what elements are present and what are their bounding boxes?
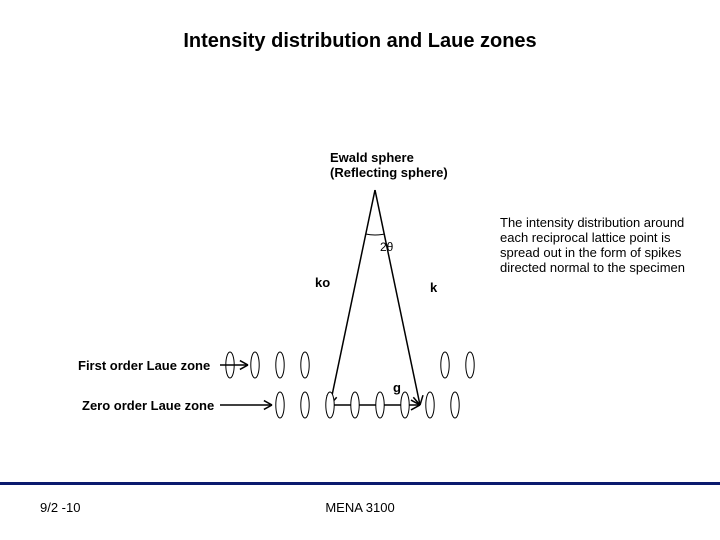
- ko-label: ko: [315, 275, 330, 290]
- reciprocal-lattice-spike: [351, 392, 359, 418]
- first-order-laue-zone-label: First order Laue zone: [78, 358, 210, 373]
- course-code: MENA 3100: [0, 500, 720, 515]
- two-theta-arc: [366, 234, 385, 235]
- reciprocal-lattice-spike: [441, 352, 449, 378]
- ewald-sphere-label-line1: Ewald sphere: [330, 150, 414, 165]
- ko-vector: [330, 190, 375, 405]
- reciprocal-lattice-spike: [276, 352, 284, 378]
- two-theta-label: 2θ: [380, 240, 393, 254]
- reciprocal-lattice-spike: [466, 352, 474, 378]
- reciprocal-lattice-spike: [426, 392, 434, 418]
- g-label: g: [393, 380, 401, 395]
- zero-order-laue-zone-label: Zero order Laue zone: [82, 398, 214, 413]
- reciprocal-lattice-spike: [276, 392, 284, 418]
- reciprocal-lattice-spike: [301, 352, 309, 378]
- footer-rule: [0, 482, 720, 485]
- k-vector: [375, 190, 420, 405]
- reciprocal-lattice-spike: [301, 392, 309, 418]
- ewald-sphere-label-line2: (Reflecting sphere): [330, 165, 448, 180]
- reciprocal-lattice-spike: [376, 392, 384, 418]
- reciprocal-lattice-spike: [401, 392, 409, 418]
- intensity-distribution-description: The intensity distribution around each r…: [500, 215, 700, 275]
- reciprocal-lattice-spike: [451, 392, 459, 418]
- reciprocal-lattice-spike: [251, 352, 259, 378]
- reciprocal-lattice-spike: [326, 392, 334, 418]
- k-label: k: [430, 280, 437, 295]
